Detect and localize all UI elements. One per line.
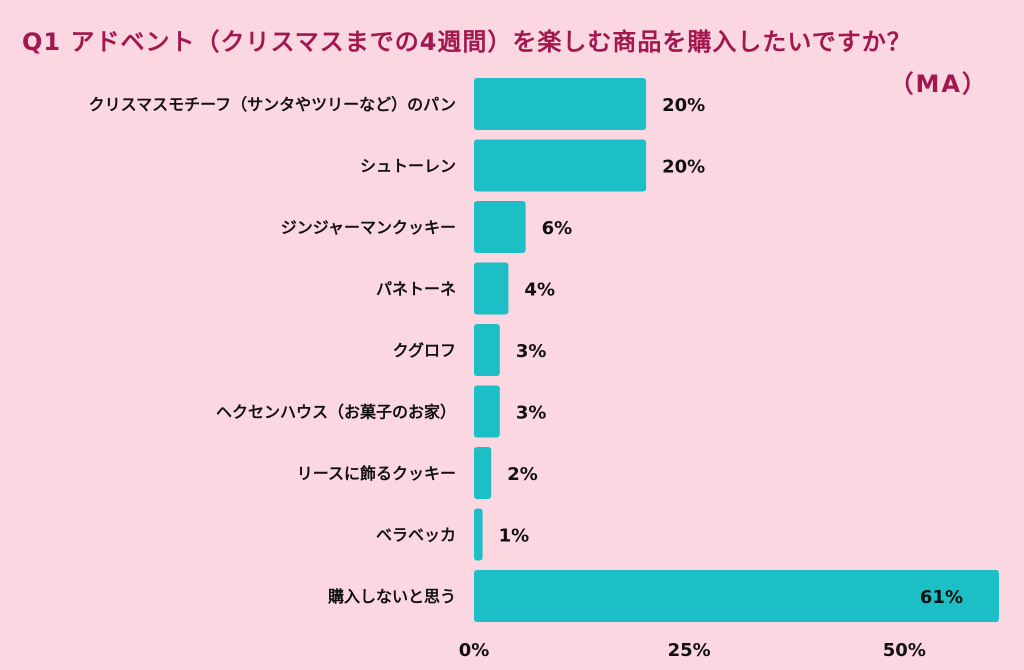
x-tick-label: 0% (459, 640, 490, 661)
value-label: 2% (507, 464, 538, 485)
value-label: 3% (516, 341, 547, 362)
category-label: リースに飾るクッキー (297, 464, 456, 483)
value-label: 61% (920, 587, 963, 608)
x-tick-label: 25% (668, 640, 711, 661)
bar (474, 570, 999, 622)
bar (474, 385, 500, 438)
bar (474, 201, 526, 253)
value-label: 20% (662, 95, 705, 116)
bar (474, 139, 647, 192)
bar (474, 78, 647, 130)
category-label: シュトーレン (360, 157, 456, 176)
category-label: クリスマスモチーフ（サンタやツリーなど）のパン (89, 95, 456, 114)
category-label: ジンジャーマンクッキー (281, 218, 456, 237)
bar (474, 508, 483, 561)
value-label: 4% (524, 280, 555, 301)
bar (474, 262, 509, 315)
bar (474, 447, 492, 499)
bar (474, 324, 500, 376)
value-label: 3% (516, 403, 547, 424)
value-label: 20% (662, 157, 705, 178)
category-label: クグロフ (393, 341, 456, 360)
category-label: パネトーネ (376, 280, 456, 299)
x-tick-label: 50% (883, 640, 926, 661)
category-label: ヘクセンハウス（お菓子のお家） (216, 403, 456, 422)
value-label: 1% (499, 526, 530, 547)
value-label: 6% (542, 218, 573, 239)
chart-title: Q1 アドベント（クリスマスまでの4週間）を楽しむ商品を購入したいですか？ (22, 28, 912, 56)
category-label: 購入しないと思う (327, 587, 456, 606)
category-label: ベラベッカ (376, 526, 456, 545)
chart-subtitle: （MA） (889, 70, 988, 98)
